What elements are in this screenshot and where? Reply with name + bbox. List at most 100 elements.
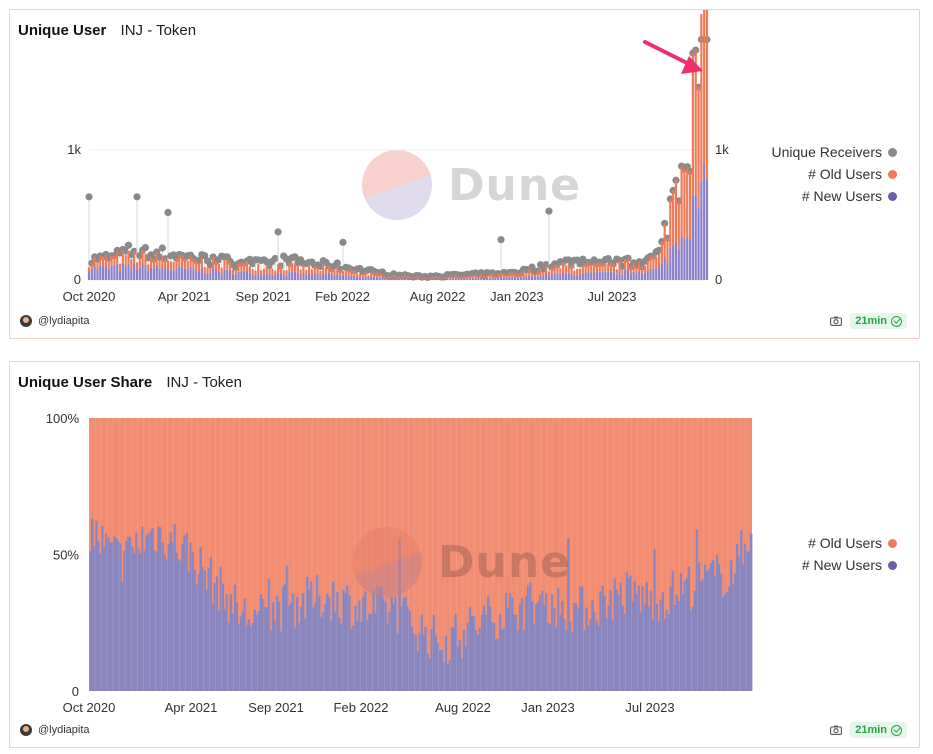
new-users-share-bar xyxy=(221,583,225,691)
legend-item-new-users[interactable]: # New Users xyxy=(802,554,897,576)
x-tick-label: Feb 2022 xyxy=(315,289,370,304)
new-users-share-bar xyxy=(416,651,419,691)
new-users-share-bar xyxy=(655,603,658,691)
new-users-share-bar xyxy=(725,591,729,691)
new-users-share-bar xyxy=(665,609,669,691)
new-users-share-bar xyxy=(599,591,602,691)
new-users-share-bar xyxy=(701,579,705,691)
new-users-share-bar xyxy=(741,564,745,691)
series-new-users xyxy=(89,518,753,691)
new-users-share-bar xyxy=(167,544,170,691)
author-link[interactable]: @lydiapita xyxy=(20,724,90,736)
new-users-share-bar xyxy=(279,631,283,691)
new-users-share-bar xyxy=(721,596,725,691)
new-users-share-bar xyxy=(322,612,325,691)
arrow-shaft xyxy=(643,40,691,66)
new-users-share-bar xyxy=(545,592,548,691)
arrow-head xyxy=(681,56,703,74)
chart-title: Unique User Share xyxy=(18,374,153,391)
new-users-share-bar xyxy=(312,607,315,691)
new-users-share-bar xyxy=(386,624,389,691)
new-users-share-bar xyxy=(436,643,439,691)
new-users-share-bar xyxy=(213,583,216,691)
new-users-share-bar xyxy=(571,631,574,691)
new-users-share-bar xyxy=(723,594,727,691)
new-users-share-bar xyxy=(131,546,134,691)
new-users-share-bar xyxy=(472,616,476,691)
new-users-share-bar xyxy=(139,553,142,691)
new-users-share-bar xyxy=(559,614,562,691)
new-users-share-bar xyxy=(253,609,257,691)
new-users-share-bar xyxy=(201,566,204,691)
new-users-share-bar xyxy=(555,627,558,691)
receiver-point xyxy=(164,208,172,216)
receiver-point xyxy=(545,207,553,215)
new-users-share-bar xyxy=(627,577,630,691)
new-users-share-bar xyxy=(93,545,96,691)
series-unique-receivers xyxy=(85,35,711,281)
panel-title: Unique User Share INJ - Token xyxy=(18,374,242,391)
new-users-share-bar xyxy=(673,604,677,691)
new-users-share-bar xyxy=(484,614,488,691)
new-users-share-bar xyxy=(450,627,454,691)
new-users-share-bar xyxy=(510,597,514,691)
new-users-share-bar xyxy=(589,619,592,691)
new-users-share-bar xyxy=(657,621,660,691)
legend-item-old-users[interactable]: # Old Users xyxy=(772,163,897,185)
new-users-share-bar xyxy=(203,570,206,691)
new-users-share-bar xyxy=(671,570,675,691)
new-users-share-bar xyxy=(326,593,329,691)
new-users-share-bar xyxy=(303,618,307,691)
camera-icon[interactable] xyxy=(830,725,843,735)
new-users-share-bar xyxy=(667,614,671,691)
new-users-share-bar xyxy=(438,650,441,691)
chart-subtitle: INJ - Token xyxy=(120,22,197,39)
new-users-share-bar xyxy=(89,551,92,691)
x-tick-label: Apr 2021 xyxy=(158,289,211,304)
panel-title: Unique User INJ - Token xyxy=(18,22,196,39)
new-users-share-bar xyxy=(681,594,685,691)
new-users-share-bar xyxy=(621,606,624,691)
receiver-point xyxy=(85,193,93,201)
new-users-share-bar xyxy=(504,592,508,691)
new-users-share-bar xyxy=(410,626,413,691)
new-users-share-bar xyxy=(163,554,166,691)
x-tick-label: Aug 2022 xyxy=(410,289,466,304)
chart-legend: # Old Users # New Users xyxy=(802,532,897,576)
new-users-share-bar xyxy=(219,566,222,691)
x-tick-label: Aug 2022 xyxy=(435,700,491,715)
new-users-share-bar xyxy=(350,628,353,691)
new-users-share-bar xyxy=(275,596,279,691)
new-users-share-bar xyxy=(745,551,749,691)
new-users-share-bar xyxy=(659,599,662,691)
new-users-share-bar xyxy=(217,610,220,691)
new-users-share-bar xyxy=(209,557,212,691)
new-users-share-bar xyxy=(171,542,174,691)
new-users-share-bar xyxy=(717,564,721,691)
y-tick-label-right: 1k xyxy=(715,142,729,157)
new-users-share-bar xyxy=(205,589,208,691)
new-users-share-bar xyxy=(607,605,610,691)
legend-label: # Old Users xyxy=(808,535,882,551)
legend-item-unique-receivers[interactable]: Unique Receivers xyxy=(772,141,897,163)
x-tick-label: Sep 2021 xyxy=(235,289,291,304)
new-users-share-bar xyxy=(543,605,546,691)
new-users-share-bar xyxy=(561,600,564,691)
new-users-share-bar xyxy=(360,621,363,691)
legend-item-new-users[interactable]: # New Users xyxy=(772,185,897,207)
legend-item-old-users[interactable]: # Old Users xyxy=(802,532,897,554)
new-users-share-bar xyxy=(729,560,733,691)
author-link[interactable]: @lydiapita xyxy=(20,315,90,327)
new-users-share-bar xyxy=(535,604,538,691)
legend-label: # New Users xyxy=(801,557,882,573)
new-users-share-bar xyxy=(251,622,255,691)
receiver-point xyxy=(133,193,141,201)
new-users-share-bar xyxy=(366,620,369,691)
new-users-share-bar xyxy=(135,532,138,691)
new-users-share-bar xyxy=(575,603,578,691)
new-users-share-bar xyxy=(625,572,628,691)
new-users-share-bar xyxy=(711,560,715,691)
camera-icon[interactable] xyxy=(830,316,843,326)
new-users-share-bar xyxy=(247,619,251,691)
new-users-share-bar xyxy=(283,583,287,691)
